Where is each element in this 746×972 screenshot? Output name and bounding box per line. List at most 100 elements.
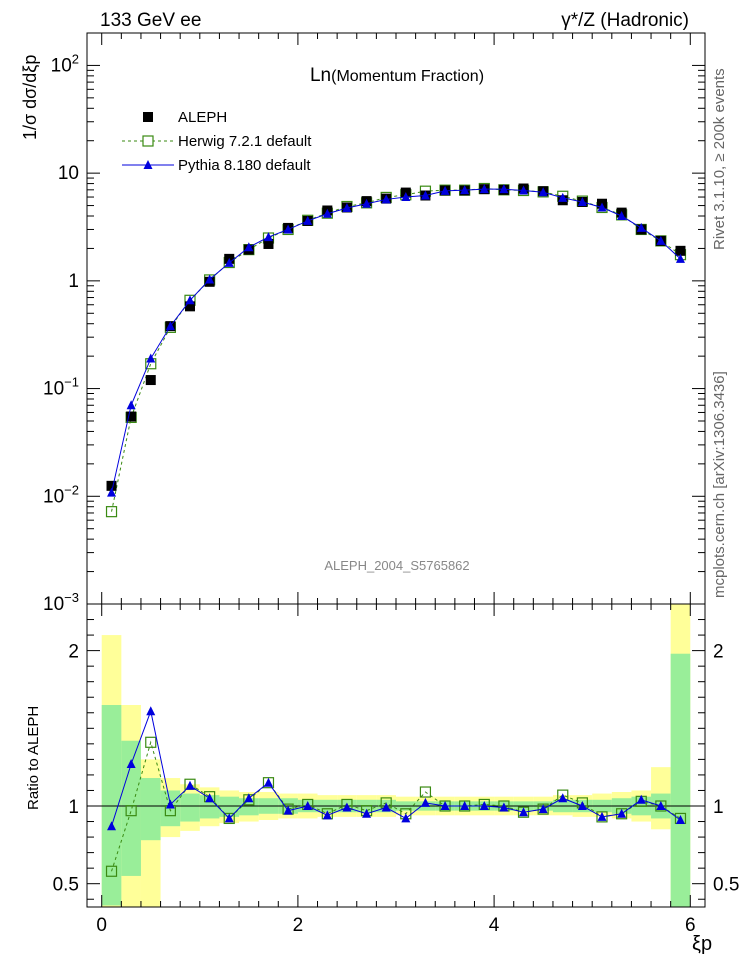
main-filled-triangle-point [146, 353, 156, 363]
main-filled-triangle-point [499, 184, 509, 194]
header-left: 133 GeV ee [100, 10, 201, 31]
legend-item: ALEPH [143, 109, 227, 126]
ratio-filled-triangle-point [401, 813, 411, 823]
ratio-filled-triangle-point [519, 807, 529, 817]
ratio-xlabel: ξp [692, 933, 712, 955]
main-y-tick-label: 1 [68, 271, 79, 292]
ratio-filled-triangle-point [538, 804, 548, 814]
main-filled-triangle-point [205, 274, 215, 284]
main-filled-triangle-point [244, 242, 254, 252]
legend-label: ALEPH [178, 109, 227, 126]
ratio-filled-triangle-point [205, 793, 215, 803]
main-filled-triangle-point [675, 253, 685, 263]
ratio-band-inner [180, 793, 200, 822]
ratio-filled-triangle-point [362, 808, 372, 818]
ratio-filled-triangle-point [577, 801, 587, 810]
main-filled-square-point [185, 301, 195, 312]
main-y-tick-label-base: 10 [58, 163, 79, 184]
main-filled-triangle-point [224, 257, 234, 267]
main-y-tick-label: 10−1 [43, 375, 79, 400]
legend-marker [142, 135, 154, 147]
ratio-series [105, 706, 687, 877]
ratio-y-tick-label-right: 1 [713, 797, 724, 818]
main-series [105, 182, 687, 518]
ratio-filled-triangle-point [146, 706, 156, 716]
main-title-subtext: (Momentum Fraction) [331, 68, 484, 85]
main-filled-triangle-point [538, 187, 548, 197]
ratio-filled-triangle-point [126, 759, 136, 769]
main-title-text: Ln [310, 65, 331, 86]
main-filled-triangle-point [617, 211, 627, 221]
main-filled-triangle-point [479, 184, 489, 194]
main-filled-triangle-point [519, 185, 529, 195]
ratio-panel: 0.5 0.5 1 1 2 2 0 2 4 6 Ratio to ALEPH ξp [25, 603, 739, 955]
ratio-filled-triangle-point [342, 802, 352, 812]
main-filled-square-point [675, 245, 686, 256]
ratio-filled-triangle-point [499, 802, 509, 812]
main-filled-triangle-point [460, 185, 470, 195]
ratio-plot-area: 0.5 0.5 1 1 2 2 0 2 4 6 [53, 603, 739, 936]
main-filled-triangle-point [165, 321, 175, 331]
ratio-filled-triangle-point [381, 802, 391, 812]
main-filled-triangle-point [322, 208, 332, 218]
ratio-filled-triangle-point [244, 793, 254, 803]
main-y-tick-label: 10 [58, 163, 79, 184]
main-title: Ln(Momentum Fraction) [310, 65, 484, 86]
ratio-filled-triangle-point [322, 810, 332, 820]
main-y-tick-label-exponent: −3 [64, 590, 79, 605]
ratio-filled-triangle-point [440, 801, 450, 810]
main-ylabel-text: 1/σ dσ/dξp [20, 55, 40, 140]
main-filled-triangle-point [577, 196, 587, 206]
ratio-open-square-line [111, 740, 681, 872]
main-y-tick-label-base: 1 [68, 271, 79, 292]
main-filled-triangle-point [381, 194, 391, 204]
legend-item: Herwig 7.2.1 default [122, 133, 312, 150]
ratio-y-tick-label-right: 0.5 [713, 875, 739, 896]
main-y-tick-label: 10−2 [43, 482, 79, 507]
legend-label: Pythia 8.180 default [178, 157, 311, 174]
ratio-filled-triangle-point [558, 793, 568, 803]
ratio-filled-triangle-point [185, 780, 195, 790]
ratio-band-inner [101, 705, 122, 906]
ratio-filled-triangle-point [224, 813, 234, 823]
main-ylabel: 1/σ dσ/dξp [20, 55, 40, 140]
main-filled-triangle-point [558, 192, 568, 202]
ratio-frame [86, 603, 706, 908]
main-filled-triangle-point [401, 192, 411, 202]
main-filled-triangle-point [126, 400, 136, 410]
main-y-ticks [87, 32, 705, 605]
main-y-tick-label-exponent: −1 [64, 375, 79, 390]
ratio-filled-triangle-point [460, 801, 470, 810]
ratio-filled-triangle-point [165, 799, 175, 809]
ratio-x-tick-label: 6 [685, 915, 696, 936]
main-y-tick-label-exponent: 2 [72, 51, 79, 66]
main-y-tick-label-base: 10 [43, 594, 64, 615]
main-y-tick-label-base: 10 [43, 486, 64, 507]
main-y-tick-label-exponent: −2 [64, 482, 79, 497]
ratio-band-inner [219, 796, 240, 817]
main-filled-triangle-point [656, 235, 666, 245]
ratio-band-inner [121, 740, 141, 876]
ratio-x-tick-label: 0 [96, 915, 107, 936]
main-filled-triangle-point [362, 198, 372, 208]
main-filled-triangle-point [107, 487, 117, 497]
main-filled-triangle-point [283, 224, 293, 234]
main-filled-triangle-point [263, 232, 273, 242]
ratio-open-square-point [105, 865, 118, 877]
ratio-filled-triangle-point [597, 811, 607, 821]
ratio-band-inner [670, 653, 691, 907]
legend: ALEPH Herwig 7.2.1 default Pythia 8.180 de… [122, 109, 312, 174]
main-filled-triangle-point [597, 202, 607, 212]
rivet-label: Rivet 3.1.10, ≥ 200k events [711, 68, 728, 250]
legend-marker [143, 160, 153, 169]
ratio-open-square-point [419, 786, 432, 798]
watermark: ALEPH_2004_S5765862 [324, 558, 469, 573]
legend-marker [143, 112, 153, 122]
ratio-open-square-point [125, 805, 137, 817]
main-background [87, 33, 705, 604]
header-right: γ*/Z (Hadronic) [561, 10, 689, 31]
main-filled-square-point [145, 375, 156, 386]
ratio-y-tick-label: 0.5 [53, 875, 79, 896]
